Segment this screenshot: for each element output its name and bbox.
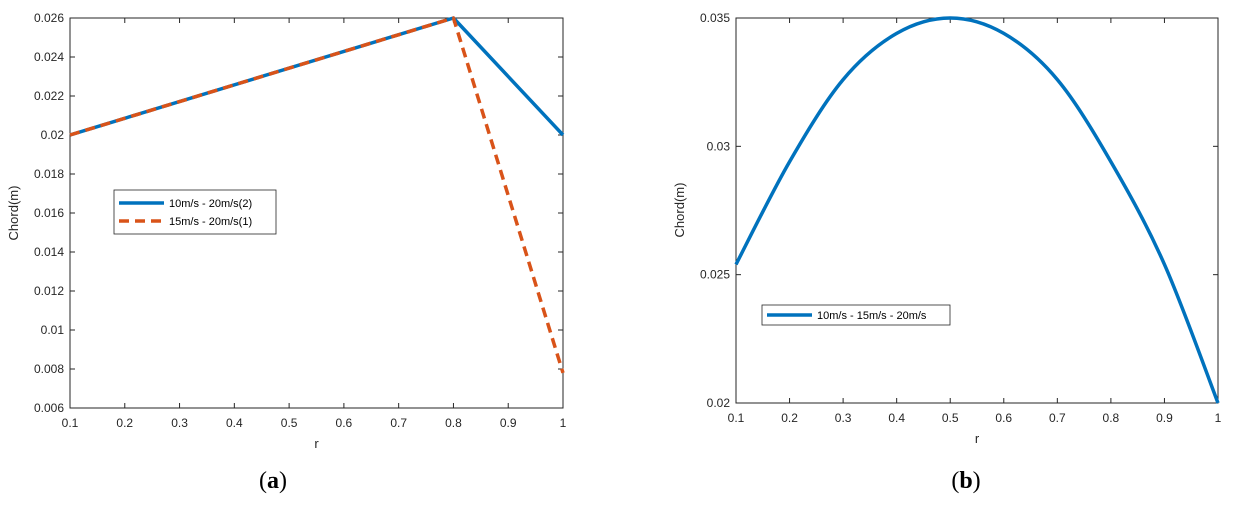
- chart-panel-a: 0.1 0.2 0.3 0.4 0.5 0.6 0.7 0.8 0.9 1 0.0060.0080…: [6, 11, 567, 494]
- x-tick-label: 0.3: [835, 411, 852, 425]
- y-tick-label: 0.018: [34, 167, 64, 181]
- plot-area: [735, 17, 1219, 404]
- x-axis-ticks: 0.1 0.2 0.3 0.4 0.5 0.6 0.7 0.8 0.9 1: [728, 18, 1222, 425]
- y-tick-label: 0.022: [34, 89, 64, 103]
- y-tick-label: 0.014: [34, 245, 64, 259]
- x-tick-label: 0.9: [500, 416, 517, 430]
- x-tick-label: 0.4: [888, 411, 905, 425]
- legend-box: [761, 304, 951, 326]
- x-tick-label: 0.6: [995, 411, 1012, 425]
- y-tick-label: 0.03: [707, 139, 731, 153]
- x-tick-label: 1: [560, 416, 567, 430]
- y-tick-label: 0.006: [34, 401, 64, 415]
- x-tick-label: 0.5: [942, 411, 959, 425]
- x-tick-label: 0.7: [1049, 411, 1066, 425]
- caption-b: (b): [951, 468, 980, 494]
- x-tick-label: 0.5: [281, 416, 298, 430]
- x-tick-label: 0.7: [390, 416, 407, 430]
- x-tick-label: 0.4: [226, 416, 243, 430]
- series-lines: [69, 16, 565, 374]
- x-tick-label: 0.6: [336, 416, 353, 430]
- legend: 10m/s - 20m/s(2) 15m/s - 20m/s(1): [113, 189, 277, 235]
- x-axis-label: r: [975, 431, 980, 446]
- y-tick-label: 0.025: [700, 268, 730, 282]
- series-line-1: [734, 16, 1220, 404]
- x-tick-label: 0.9: [1156, 411, 1173, 425]
- y-axis-label: Chord(m): [6, 186, 21, 241]
- x-tick-label: 0.8: [1103, 411, 1120, 425]
- y-axis-ticks: 0.02 0.025 0.03 0.035: [700, 11, 1218, 410]
- series-lines: [734, 16, 1220, 404]
- series-line-2: [69, 16, 565, 374]
- y-axis-label: Chord(m): [672, 183, 687, 238]
- legend-label-series-1: 10m/s - 20m/s(2): [169, 198, 252, 210]
- y-tick-label: 0.02: [41, 128, 65, 142]
- legend: 10m/s - 15m/s - 20m/s: [761, 304, 951, 326]
- y-tick-label: 0.008: [34, 362, 64, 376]
- x-tick-label: 0.1: [62, 416, 79, 430]
- y-tick-label: 0.01: [41, 323, 65, 337]
- legend-box: [113, 189, 277, 235]
- x-axis-label: r: [314, 436, 319, 451]
- x-tick-label: 0.8: [445, 416, 462, 430]
- y-tick-label: 0.012: [34, 284, 64, 298]
- y-tick-label: 0.026: [34, 11, 64, 25]
- x-tick-label: 1: [1215, 411, 1222, 425]
- y-tick-label: 0.016: [34, 206, 64, 220]
- x-tick-label: 0.1: [728, 411, 745, 425]
- x-tick-label: 0.2: [781, 411, 798, 425]
- x-tick-label: 0.3: [171, 416, 188, 430]
- legend-label-series-2: 15m/s - 20m/s(1): [169, 216, 252, 228]
- y-tick-label: 0.02: [707, 396, 731, 410]
- legend-label-series-1: 10m/s - 15m/s - 20m/s: [817, 310, 927, 322]
- caption-a: (a): [259, 468, 287, 494]
- chart-panel-b: 0.1 0.2 0.3 0.4 0.5 0.6 0.7 0.8 0.9 1 0.020.0250.…: [672, 11, 1222, 494]
- y-tick-label: 0.035: [700, 11, 730, 25]
- y-tick-label: 0.024: [34, 50, 64, 64]
- x-axis-ticks: 0.1 0.2 0.3 0.4 0.5 0.6 0.7 0.8 0.9 1: [62, 18, 567, 430]
- y-axis-ticks: 0.006 0.008 0.01 0.012 0.014 0.016 0.018 0.02 0.…: [34, 11, 563, 415]
- x-tick-label: 0.2: [116, 416, 133, 430]
